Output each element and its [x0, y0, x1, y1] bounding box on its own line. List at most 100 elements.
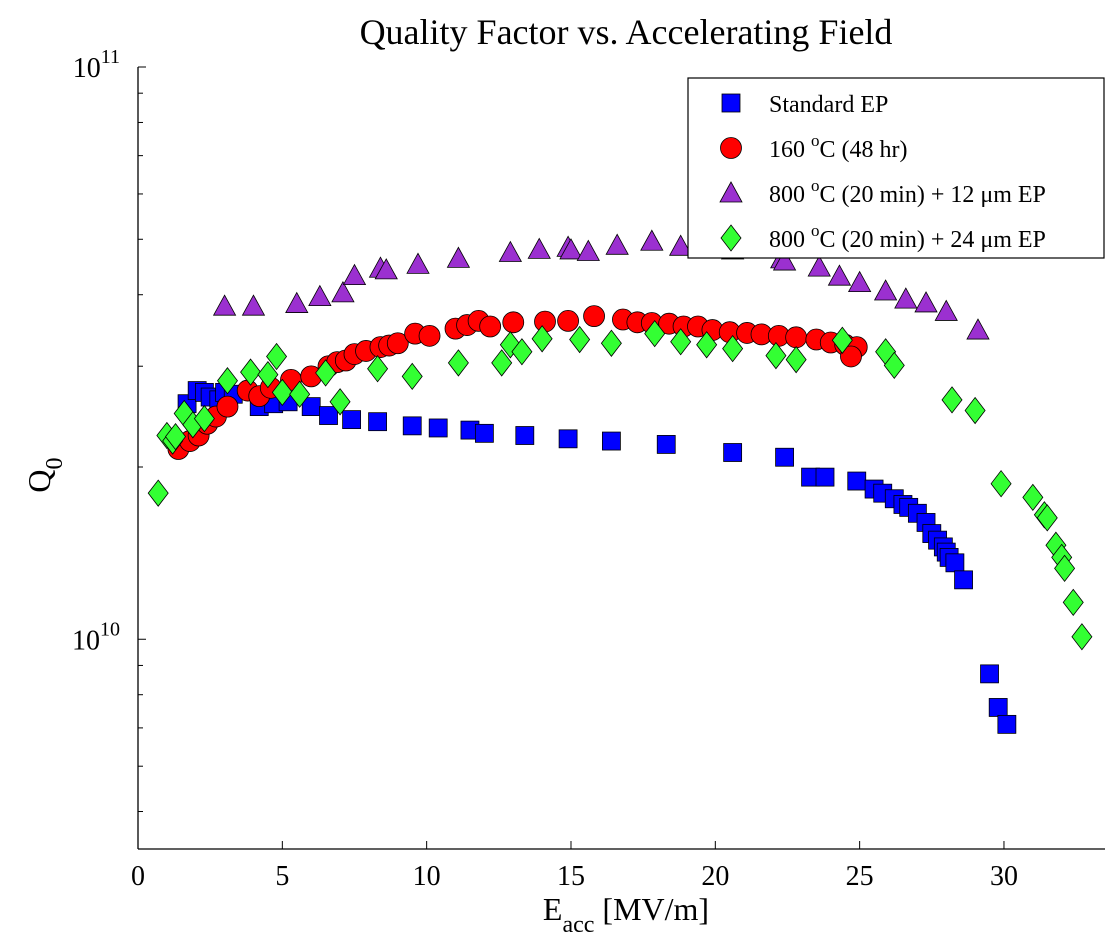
legend-box — [687, 77, 1105, 259]
data-point — [511, 338, 533, 366]
data-point — [815, 467, 835, 487]
data-point — [558, 429, 578, 449]
data-point — [289, 380, 311, 408]
data-point — [374, 258, 398, 280]
data-point — [997, 714, 1017, 734]
x-axis-label-main: E — [543, 891, 563, 927]
data-point — [216, 367, 238, 395]
data-point — [1062, 588, 1084, 617]
data-point — [446, 246, 471, 268]
data-point — [241, 294, 266, 316]
data-point — [266, 342, 288, 371]
x-tick-labels: 0 5 10 15 20 25 30 — [131, 861, 1018, 892]
data-point — [531, 325, 553, 353]
data-point — [401, 362, 423, 391]
data-point — [1036, 504, 1058, 532]
legend-marker — [720, 224, 742, 252]
data-point — [319, 406, 338, 425]
data-point — [807, 255, 831, 277]
data-point — [668, 234, 693, 256]
x-axis-label-sub: acc — [562, 912, 594, 938]
data-point — [1054, 554, 1076, 583]
data-point — [216, 395, 239, 418]
data-point — [491, 349, 513, 377]
data-point — [640, 229, 664, 251]
data-point — [605, 233, 629, 255]
data-point — [964, 396, 986, 425]
data-point — [840, 345, 862, 368]
chart-title: Quality Factor vs. Accelerating Field — [360, 12, 893, 52]
data-point — [342, 410, 362, 430]
data-point — [765, 342, 787, 370]
data-point — [980, 664, 999, 684]
data-point — [785, 346, 807, 374]
data-point — [600, 329, 622, 357]
legend-marker — [719, 181, 743, 203]
y-axis-label-sub: 0 — [42, 457, 68, 469]
data-point — [285, 291, 309, 313]
data-point — [656, 435, 676, 454]
data-point — [147, 479, 169, 507]
legend-label: Standard EP — [769, 92, 888, 118]
data-point — [342, 263, 367, 285]
data-point — [914, 291, 938, 313]
data-point — [474, 423, 494, 443]
data-point — [515, 426, 535, 445]
data-point — [308, 284, 332, 306]
series-4 — [147, 319, 1093, 651]
data-point — [831, 326, 853, 354]
x-tick-label: 15 — [557, 861, 585, 892]
data-point — [406, 252, 430, 274]
data-point — [499, 331, 521, 359]
data-point — [479, 315, 502, 338]
x-tick-label: 20 — [701, 861, 729, 892]
data-point — [583, 305, 605, 328]
series-1 — [177, 381, 1017, 734]
data-point — [941, 386, 963, 414]
legend: Standard EP 160 oC (48 hr) 800 oC (20 min)… — [687, 77, 1105, 259]
data-point — [368, 412, 387, 432]
data-point — [954, 570, 973, 590]
data-point — [240, 358, 262, 386]
data-point — [894, 287, 918, 309]
y-tick-labels: 1010 1011 — [72, 46, 120, 656]
data-point — [447, 349, 469, 377]
data-point — [990, 470, 1012, 498]
data-point — [934, 299, 958, 321]
legend-label: 800 oC (20 min) + 12 μm EP — [769, 176, 1046, 208]
x-tick-label: 30 — [990, 861, 1018, 892]
legend-marker — [720, 137, 742, 159]
data-point — [428, 418, 448, 438]
legend-marker — [721, 93, 741, 113]
data-point — [569, 325, 591, 354]
x-axis-label-unit: [MV/m] — [594, 891, 709, 927]
data-point — [1022, 483, 1044, 512]
data-point — [367, 355, 389, 383]
data-point — [271, 378, 293, 407]
data-point — [827, 264, 852, 286]
x-tick-label: 5 — [275, 861, 289, 892]
data-point — [331, 281, 355, 303]
data-point — [165, 422, 187, 451]
data-point — [723, 443, 743, 462]
data-point — [315, 359, 337, 387]
legend-label: 800 oC (20 min) + 24 μm EP — [769, 221, 1046, 253]
data-point — [527, 237, 551, 259]
data-point — [644, 319, 666, 348]
data-point — [696, 331, 718, 359]
data-point — [775, 447, 794, 467]
data-point — [418, 324, 441, 347]
data-point — [722, 334, 744, 363]
data-points — [147, 229, 1093, 734]
x-tick-label: 25 — [846, 861, 874, 892]
data-point — [966, 318, 990, 340]
x-axis-label: Eacc [MV/m] — [543, 891, 709, 938]
data-point — [883, 351, 905, 380]
y-tick-label: 1010 — [72, 618, 120, 656]
data-point — [847, 471, 867, 491]
legend-label: 160 oC (48 hr) — [769, 131, 907, 163]
data-point — [601, 431, 621, 451]
data-point — [670, 328, 692, 356]
data-point — [1071, 623, 1093, 651]
